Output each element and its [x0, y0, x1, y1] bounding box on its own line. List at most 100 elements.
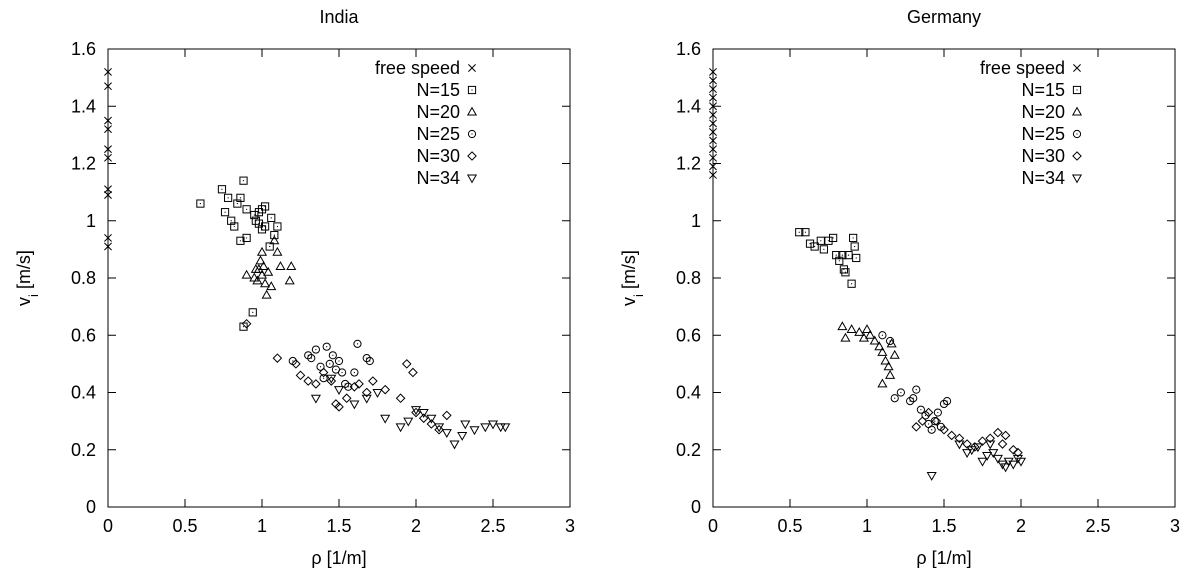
data-point [403, 417, 414, 427]
data-point [969, 442, 980, 452]
data-point [457, 431, 468, 441]
data-point [316, 362, 325, 371]
y-tick-label: 1.6 [71, 39, 96, 59]
legend-label: N=30 [416, 146, 460, 166]
x-tick-label: 0 [103, 516, 113, 536]
data-point [260, 278, 271, 288]
y-tick-label: 1.2 [676, 154, 701, 174]
y-tick-label: 0.4 [676, 383, 701, 403]
y-axis-label: vi [m/s] [14, 250, 41, 306]
series-n-34 [310, 374, 511, 450]
legend-marker [466, 106, 478, 116]
data-point [930, 417, 939, 426]
data-point [260, 222, 270, 231]
data-point [350, 368, 359, 377]
legend-marker [1073, 64, 1081, 72]
data-point [869, 335, 880, 345]
data-point [709, 85, 717, 94]
series-free-speed [709, 67, 717, 179]
data-point [841, 268, 850, 277]
data-point [709, 170, 717, 179]
legend-marker [467, 85, 477, 95]
data-point [460, 420, 471, 430]
y-tick-label: 0.8 [676, 268, 701, 288]
data-point [372, 389, 383, 398]
data-point [846, 324, 857, 334]
legend-label: N=15 [1021, 80, 1065, 100]
data-point [997, 460, 1008, 470]
data-point [319, 374, 328, 383]
data-point [962, 449, 973, 459]
data-point [469, 426, 480, 436]
data-point [266, 281, 277, 291]
data-point [263, 266, 274, 276]
data-point [487, 420, 499, 430]
chart-panel-germany: Germany 0 0.5 1 1.5 2 2.5 3 0 0.2 0.4 0.6 0.8 1 1.2 1.4… [619, 7, 1180, 568]
data-point [286, 261, 297, 271]
data-point [341, 393, 352, 404]
data-point [942, 396, 952, 406]
data-point [368, 376, 378, 386]
series-free-speed [104, 67, 112, 251]
data-point [1000, 463, 1011, 473]
data-point [877, 347, 888, 356]
data-point [395, 393, 406, 404]
y-tick-label: 0 [691, 497, 701, 517]
data-point [273, 222, 282, 231]
data-point [291, 359, 301, 369]
data-point [258, 261, 269, 271]
y-tick-label: 0.6 [676, 325, 701, 345]
series-n-34 [926, 440, 1027, 481]
data-point [248, 308, 257, 317]
data-point [1013, 447, 1023, 458]
data-point [224, 193, 233, 202]
data-point [993, 427, 1003, 438]
data-point [272, 353, 283, 363]
data-point [1008, 444, 1019, 455]
x-tick-label: 0 [708, 516, 718, 536]
legend-label: free speed [375, 58, 460, 78]
data-point [333, 386, 345, 396]
data-point [709, 110, 717, 119]
data-point [931, 416, 942, 426]
data-point [304, 351, 313, 360]
data-point [311, 379, 321, 389]
data-point [441, 429, 452, 438]
data-point [349, 381, 360, 392]
data-point [104, 153, 112, 162]
data-point [104, 125, 112, 134]
data-point [255, 255, 266, 265]
data-point [886, 336, 895, 346]
data-point [341, 379, 350, 389]
data-point [241, 318, 252, 329]
data-point [261, 289, 272, 299]
x-tick-label: 2.5 [480, 516, 505, 536]
data-point [832, 251, 841, 260]
data-point [709, 93, 717, 102]
data-point [303, 376, 314, 386]
data-point [325, 359, 334, 368]
x-tick-label: 1 [257, 516, 267, 536]
legend-label: N=25 [1021, 124, 1065, 144]
data-point [104, 191, 112, 199]
data-point [252, 275, 263, 285]
data-point [909, 394, 918, 403]
data-point [334, 356, 344, 366]
data-point [295, 370, 306, 381]
data-point [810, 242, 819, 251]
data-point [418, 413, 429, 424]
data-point [923, 407, 934, 418]
data-point [835, 256, 844, 265]
data-point [966, 446, 977, 456]
data-point [880, 355, 891, 365]
legend-marker [466, 174, 478, 184]
y-tick-label: 1.2 [71, 154, 96, 174]
y-tick-label: 0.2 [71, 440, 96, 460]
data-point [275, 261, 286, 271]
data-point [939, 424, 949, 435]
data-point [362, 354, 371, 363]
x-tick-label: 0.5 [172, 516, 197, 536]
y-tick-label: 1.4 [676, 96, 701, 116]
data-point [236, 193, 245, 202]
data-point [322, 342, 331, 351]
